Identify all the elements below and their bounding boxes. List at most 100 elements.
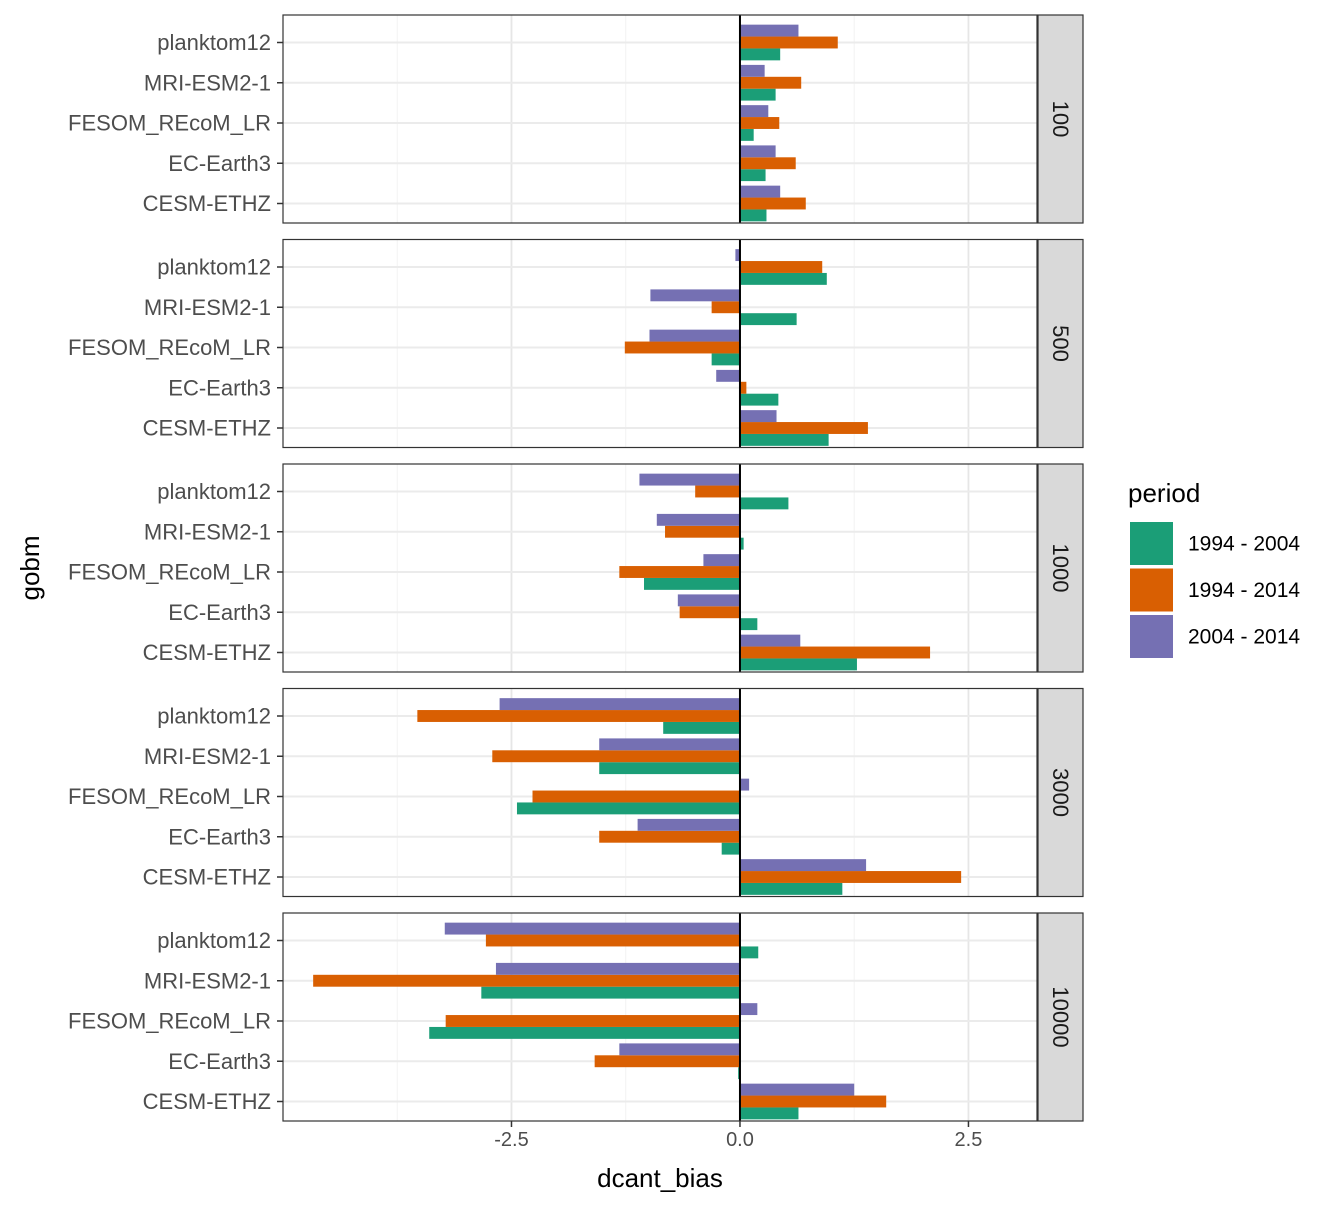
- bar[interactable]: 10000 | EC-Earth3 | 1994 - 2014: -1.59: [594, 1055, 740, 1068]
- legend-label: 2004 - 2014: [1188, 626, 1300, 649]
- bar[interactable]: 3000 | MRI-ESM2-1 | 2004 - 2014: -1.54: [599, 738, 740, 751]
- bar[interactable]: 1000 | FESOM_REcoM_LR | 1994 - 2014: -1.…: [619, 566, 740, 578]
- bar[interactable]: 1000 | EC-Earth3 | 2004 - 2014: -0.68: [677, 594, 740, 607]
- y-tick-label: FESOM_REcoM_LR: [68, 784, 271, 809]
- bar[interactable]: 100 | EC-Earth3 | 1994 - 2014: 0.61: [739, 157, 796, 170]
- y-tick-label: FESOM_REcoM_LR: [68, 111, 271, 136]
- legend-key: [1130, 615, 1173, 658]
- bar[interactable]: 3000 | EC-Earth3 | 1994 - 2004: -0.2: [721, 842, 740, 855]
- bar[interactable]: 100 | EC-Earth3 | 2004 - 2014: 0.39: [739, 145, 776, 158]
- bar[interactable]: 500 | CESM-ETHZ | 1994 - 2004: 0.97: [739, 433, 829, 446]
- panel-border: [282, 238, 1038, 449]
- bar[interactable]: 10000 | FESOM_REcoM_LR | 1994 - 2004: -3…: [429, 1026, 740, 1039]
- facet-strip-label: 500: [1048, 325, 1073, 362]
- bar[interactable]: 10000 | MRI-ESM2-1 | 2004 - 2014: -2.67: [495, 962, 740, 975]
- bar[interactable]: 500 | FESOM_REcoM_LR | 1994 - 2004: -0.3…: [711, 353, 740, 366]
- bar[interactable]: 3000 | CESM-ETHZ | 2004 - 2014: 1.38: [739, 859, 867, 872]
- bar[interactable]: 1000 | EC-Earth3 | 1994 - 2004: 0.19: [739, 618, 758, 631]
- bar[interactable]: 1000 | planktom12 | 1994 - 2014: -0.49: [695, 485, 740, 498]
- bar[interactable]: 500 | CESM-ETHZ | 1994 - 2014: 1.4: [739, 422, 868, 434]
- y-tick-label: planktom12: [157, 479, 271, 504]
- bar[interactable]: 3000 | FESOM_REcoM_LR | 1994 - 2014: -2.…: [532, 790, 740, 803]
- bar[interactable]: 100 | planktom12 | 1994 - 2014: 1.07: [739, 36, 838, 49]
- bar[interactable]: 100 | MRI-ESM2-1 | 1994 - 2004: 0.39: [739, 88, 776, 101]
- facet-strip: [1037, 238, 1084, 449]
- bar[interactable]: 10000 | MRI-ESM2-1 | 1994 - 2004: -2.83: [481, 986, 740, 999]
- bar[interactable]: 10000 | CESM-ETHZ | 1994 - 2004: 0.64: [739, 1107, 799, 1120]
- bar[interactable]: 500 | planktom12 | 1994 - 2004: 0.95: [739, 272, 827, 285]
- y-tick-label: CESM-ETHZ: [143, 865, 271, 890]
- bar[interactable]: 1000 | CESM-ETHZ | 1994 - 2014: 2.08: [739, 646, 931, 659]
- bar[interactable]: 500 | MRI-ESM2-1 | 1994 - 2014: -0.31: [711, 301, 740, 314]
- bar[interactable]: 100 | MRI-ESM2-1 | 2004 - 2014: 0.27: [739, 64, 765, 77]
- facet-panel-500: 500 | planktom12 | 1994 - 2004: 0.95500 …: [68, 238, 1084, 449]
- bar[interactable]: 3000 | planktom12 | 1994 - 2014: -3.53: [417, 710, 740, 722]
- bar[interactable]: 3000 | FESOM_REcoM_LR | 1994 - 2004: -2.…: [516, 802, 740, 815]
- bar[interactable]: 500 | EC-Earth3 | 2004 - 2014: -0.26: [716, 369, 740, 382]
- y-tick-label: EC-Earth3: [168, 1049, 271, 1074]
- bar[interactable]: 1000 | MRI-ESM2-1 | 2004 - 2014: -0.91: [656, 513, 740, 526]
- bar[interactable]: 10000 | FESOM_REcoM_LR | 1994 - 2014: -3…: [445, 1015, 740, 1027]
- facet-panel-3000: 3000 | planktom12 | 1994 - 2004: -0.8430…: [68, 687, 1084, 898]
- bar[interactable]: 10000 | CESM-ETHZ | 2004 - 2014: 1.25: [739, 1083, 855, 1096]
- facet-panel-100: 100 | planktom12 | 1994 - 2004: 0.44100 …: [68, 14, 1084, 224]
- bar[interactable]: 1000 | planktom12 | 1994 - 2004: 0.53: [739, 497, 789, 510]
- y-tick-label: EC-Earth3: [168, 824, 271, 849]
- bar[interactable]: 500 | FESOM_REcoM_LR | 1994 - 2014: -1.2…: [624, 341, 740, 354]
- bar[interactable]: 1000 | MRI-ESM2-1 | 1994 - 2014: -0.82: [665, 525, 740, 538]
- bar[interactable]: 3000 | EC-Earth3 | 2004 - 2014: -1.12: [637, 818, 740, 831]
- bar[interactable]: 100 | FESOM_REcoM_LR | 2004 - 2014: 0.31: [739, 105, 769, 118]
- bar[interactable]: 100 | EC-Earth3 | 1994 - 2004: 0.28: [739, 169, 766, 182]
- bar[interactable]: 3000 | planktom12 | 2004 - 2014: -2.63: [499, 698, 740, 711]
- panel-background: [283, 15, 1037, 223]
- bar[interactable]: 100 | FESOM_REcoM_LR | 1994 - 2004: 0.15: [739, 128, 754, 141]
- bar[interactable]: 3000 | MRI-ESM2-1 | 1994 - 2004: -1.54: [599, 762, 740, 775]
- legend-title: period: [1128, 478, 1200, 508]
- bar[interactable]: 10000 | planktom12 | 1994 - 2014: -2.78: [485, 934, 740, 947]
- x-axis-title: dcant_bias: [597, 1163, 723, 1193]
- bar[interactable]: 500 | CESM-ETHZ | 2004 - 2014: 0.4: [739, 410, 777, 423]
- bar[interactable]: 10000 | EC-Earth3 | 2004 - 2014: -1.32: [619, 1043, 740, 1056]
- bar[interactable]: 500 | MRI-ESM2-1 | 2004 - 2014: -0.98: [650, 289, 740, 302]
- bar[interactable]: 500 | planktom12 | 2004 - 2014: -0.05: [735, 249, 740, 262]
- bar[interactable]: 3000 | planktom12 | 1994 - 2004: -0.84: [663, 721, 740, 734]
- bar[interactable]: 1000 | FESOM_REcoM_LR | 2004 - 2014: -0.…: [703, 554, 740, 567]
- bar[interactable]: 3000 | MRI-ESM2-1 | 1994 - 2014: -2.71: [492, 750, 740, 763]
- bar[interactable]: 3000 | CESM-ETHZ | 1994 - 2014: 2.42: [739, 871, 962, 883]
- bar[interactable]: 10000 | CESM-ETHZ | 1994 - 2014: 1.6: [739, 1095, 887, 1108]
- bar[interactable]: 100 | planktom12 | 2004 - 2014: 0.64: [739, 24, 799, 37]
- bar[interactable]: 500 | MRI-ESM2-1 | 1994 - 2004: 0.62: [739, 313, 797, 326]
- y-tick-label: MRI-ESM2-1: [144, 744, 271, 769]
- bar[interactable]: 100 | CESM-ETHZ | 1994 - 2004: 0.29: [739, 209, 767, 222]
- bar[interactable]: 3000 | EC-Earth3 | 1994 - 2014: -1.54: [599, 830, 740, 843]
- bar[interactable]: 3000 | FESOM_REcoM_LR | 2004 - 2014: 0.1: [739, 778, 750, 791]
- bar[interactable]: 1000 | CESM-ETHZ | 2004 - 2014: 0.66: [739, 634, 801, 647]
- bar[interactable]: 500 | planktom12 | 1994 - 2014: 0.9: [739, 261, 823, 273]
- bar[interactable]: 1000 | CESM-ETHZ | 1994 - 2004: 1.28: [739, 658, 857, 671]
- facet-strip: [1037, 912, 1084, 1122]
- bar[interactable]: 3000 | CESM-ETHZ | 1994 - 2004: 1.12: [739, 882, 843, 895]
- panel-border: [282, 14, 1038, 224]
- bar[interactable]: 100 | planktom12 | 1994 - 2004: 0.44: [739, 48, 781, 61]
- y-tick-label: EC-Earth3: [168, 600, 271, 625]
- y-axis-title: gobm: [15, 535, 45, 600]
- bar[interactable]: 10000 | FESOM_REcoM_LR | 2004 - 2014: 0.…: [739, 1003, 758, 1016]
- bar[interactable]: 100 | MRI-ESM2-1 | 1994 - 2014: 0.67: [739, 76, 802, 89]
- bar[interactable]: 1000 | planktom12 | 2004 - 2014: -1.1: [639, 473, 740, 486]
- x-tick-label: 2.5: [955, 1129, 983, 1151]
- bar[interactable]: 100 | CESM-ETHZ | 2004 - 2014: 0.44: [739, 185, 781, 198]
- bar[interactable]: 10000 | MRI-ESM2-1 | 1994 - 2014: -4.67: [313, 974, 740, 987]
- bar[interactable]: 500 | EC-Earth3 | 1994 - 2014: 0.07: [739, 381, 747, 394]
- bar[interactable]: 100 | CESM-ETHZ | 1994 - 2014: 0.72: [739, 197, 806, 210]
- bar[interactable]: 1000 | EC-Earth3 | 1994 - 2014: -0.66: [679, 606, 740, 619]
- panel-border: [282, 687, 1038, 898]
- bar[interactable]: 1000 | FESOM_REcoM_LR | 1994 - 2004: -1.…: [644, 577, 740, 590]
- bar[interactable]: 1000 | MRI-ESM2-1 | 1994 - 2004: 0.04: [739, 537, 744, 550]
- bar[interactable]: 10000 | planktom12 | 2004 - 2014: -3.23: [444, 922, 740, 935]
- bar[interactable]: 500 | EC-Earth3 | 1994 - 2004: 0.42: [739, 393, 779, 406]
- y-tick-label: MRI-ESM2-1: [144, 519, 271, 544]
- bar[interactable]: 10000 | planktom12 | 1994 - 2004: 0.2: [739, 946, 759, 959]
- bar[interactable]: 500 | FESOM_REcoM_LR | 2004 - 2014: -0.9…: [649, 329, 740, 342]
- bar[interactable]: 100 | FESOM_REcoM_LR | 1994 - 2014: 0.43: [739, 117, 780, 129]
